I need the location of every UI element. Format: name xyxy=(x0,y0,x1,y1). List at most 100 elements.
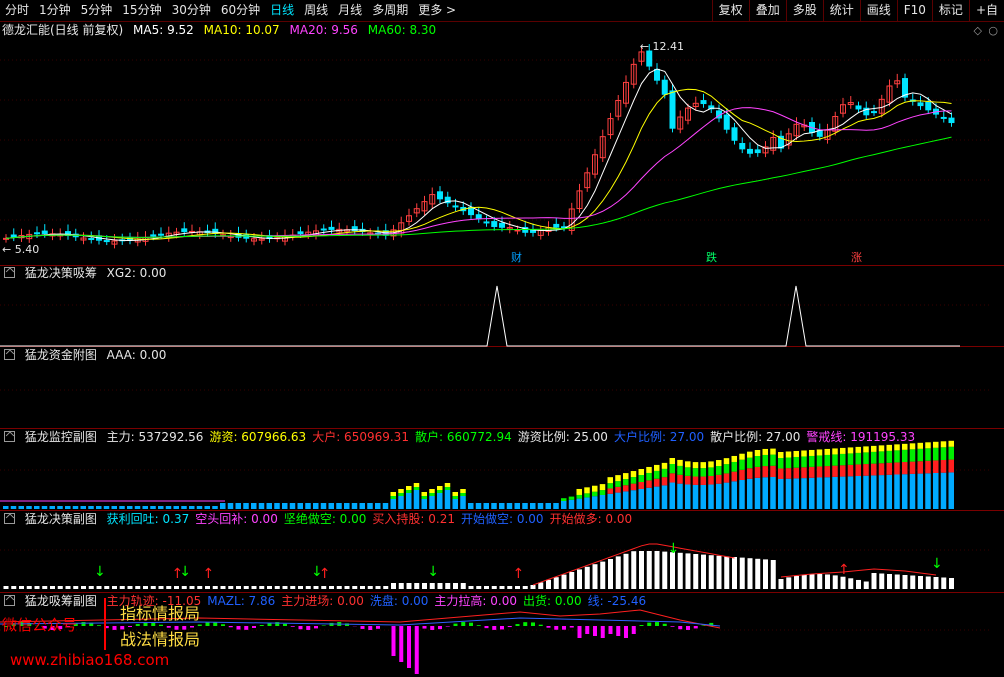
toolbar-button[interactable]: 画线 xyxy=(859,0,897,21)
decision-bar xyxy=(274,586,280,589)
bar-sanhu xyxy=(669,463,675,474)
candle-body xyxy=(731,127,738,141)
candle-body xyxy=(514,229,521,232)
bar-dahu xyxy=(661,477,668,486)
candle-body xyxy=(351,226,358,232)
decision-bar xyxy=(910,575,916,589)
accumulation-bar xyxy=(314,626,318,629)
bar-zhuli xyxy=(708,484,714,509)
bar-sanhu xyxy=(816,455,823,467)
bar-youzi xyxy=(886,444,892,451)
decision-bar xyxy=(484,586,489,589)
bar-zhuli xyxy=(499,503,505,509)
bar-zhuli xyxy=(863,475,869,509)
bar-sanhu xyxy=(747,457,753,469)
bar-dahu xyxy=(886,462,892,475)
bar-zhuli xyxy=(165,506,172,509)
bar-zhuli xyxy=(592,496,598,509)
decision-bar xyxy=(941,577,947,589)
toolbar-button[interactable]: 标记 xyxy=(931,0,969,21)
accumulation-panel: 猛龙吸筹副图 主力轨迹: -11.05 MAZL: 7.86 主力进场: 0.00 洗… xyxy=(0,593,1004,676)
candle-body xyxy=(871,111,877,114)
toolbar-button[interactable]: 复权 xyxy=(711,0,749,21)
bar-youzi xyxy=(855,446,861,453)
accumulation-bar xyxy=(422,626,427,629)
toolbar-button[interactable]: 多股 xyxy=(785,0,823,21)
candle-body xyxy=(297,231,304,235)
signal-arrow: ↓ xyxy=(94,564,106,580)
diamond-icon[interactable]: ◇ xyxy=(973,24,982,37)
decision-bar xyxy=(786,577,792,589)
candle-body xyxy=(940,116,947,119)
decision-bar xyxy=(747,558,753,589)
candle-body xyxy=(475,214,482,220)
period-tab[interactable]: 更多 > xyxy=(418,3,457,17)
period-tab[interactable]: 月线 xyxy=(338,3,363,17)
period-tab[interactable]: 30分钟 xyxy=(171,3,211,17)
decision-bar xyxy=(732,557,737,589)
accumulation-bar xyxy=(562,626,566,630)
period-tab[interactable]: 15分钟 xyxy=(122,3,162,17)
decision-bar xyxy=(553,577,559,589)
bar-dahu xyxy=(654,478,660,487)
accumulation-bar xyxy=(283,623,287,626)
decision-bar xyxy=(949,578,954,589)
bar-zhuli xyxy=(692,484,699,509)
bar-zhuli xyxy=(49,506,55,509)
indicator-value: 线: -25.46 xyxy=(587,594,647,608)
bar-zhuli xyxy=(716,483,722,509)
candle-body xyxy=(747,148,753,154)
toolbar-button[interactable]: 统计 xyxy=(822,0,860,21)
bar-zhuli xyxy=(917,473,923,509)
bar-youzi xyxy=(661,462,668,469)
period-tab[interactable]: 1分钟 xyxy=(39,3,71,17)
aaa-value: AAA: 0.00 xyxy=(106,348,167,362)
bar-dahu xyxy=(708,475,714,485)
toolbar-button[interactable]: 叠加 xyxy=(748,0,786,21)
toolbar-button[interactable]: +自 xyxy=(968,0,1004,21)
candle-body xyxy=(251,238,257,242)
panel-settings-icon[interactable] xyxy=(4,431,15,442)
decision-bar xyxy=(205,586,210,589)
bar-zhuli xyxy=(801,478,807,509)
accumulation-bar xyxy=(507,626,512,628)
decision-bar xyxy=(453,583,458,589)
bar-youzi xyxy=(576,488,582,495)
candle-body xyxy=(607,118,614,136)
decision-bar xyxy=(677,552,683,589)
period-tab[interactable]: 周线 xyxy=(304,3,329,17)
decision-bar xyxy=(414,583,420,589)
toolbar-button[interactable]: F10 xyxy=(896,0,932,21)
panel-settings-icon[interactable] xyxy=(4,595,15,606)
indicator-value: 警戒线: 191195.33 xyxy=(806,430,916,444)
period-tab[interactable]: 日线 xyxy=(270,3,295,17)
candle-body xyxy=(661,79,668,95)
decision-bar xyxy=(902,575,908,589)
bar-zhuli xyxy=(421,499,427,509)
decision-bar xyxy=(42,586,48,589)
decision-bar xyxy=(50,586,55,589)
candle-body xyxy=(847,102,854,106)
bar-zhuli xyxy=(785,478,792,509)
period-tab[interactable]: 60分钟 xyxy=(220,3,261,17)
close-icon[interactable]: ○ xyxy=(988,24,998,37)
period-tab[interactable]: 5分钟 xyxy=(80,3,113,17)
panel-settings-icon[interactable] xyxy=(4,349,15,360)
accumulation-bar xyxy=(42,626,47,629)
bar-youzi xyxy=(716,460,722,467)
bar-youzi xyxy=(599,484,606,491)
watermark-bracket xyxy=(104,598,221,650)
period-tab[interactable]: 多周期 xyxy=(372,3,409,17)
period-tab[interactable]: 分时 xyxy=(5,3,30,17)
panel-settings-icon[interactable] xyxy=(4,267,15,278)
bar-youzi xyxy=(747,451,753,458)
bar-zhuli xyxy=(80,506,86,509)
decision-bar xyxy=(639,551,644,589)
accumulation-bar xyxy=(569,626,574,628)
panel-settings-icon[interactable] xyxy=(4,513,15,524)
decision-bar xyxy=(832,575,838,589)
accumulation-bar xyxy=(593,626,597,636)
site-watermark: www.zhibiao168.com xyxy=(10,651,170,669)
bar-zhuli xyxy=(545,503,551,509)
